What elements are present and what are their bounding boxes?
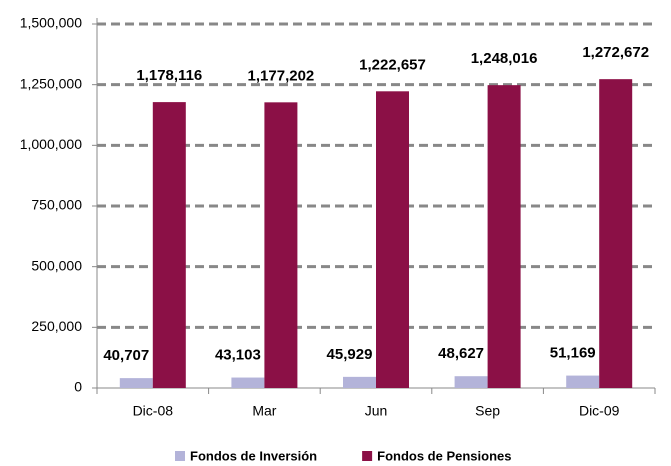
data-label: 1,272,672	[582, 44, 649, 61]
x-tick-label: Dic-08	[133, 403, 174, 419]
x-tick-label: Sep	[475, 403, 500, 419]
data-label: 1,222,657	[359, 56, 426, 73]
data-label: 1,177,202	[248, 67, 315, 84]
bar	[599, 79, 633, 389]
x-tick-label: Mar	[252, 403, 276, 419]
data-label: 51,169	[550, 345, 596, 362]
data-label: 1,178,116	[136, 67, 202, 84]
y-tick-label: 500,000	[31, 257, 82, 273]
y-tick-label: 0	[74, 379, 82, 395]
bar	[264, 102, 298, 389]
bar	[566, 375, 600, 388]
bar	[343, 376, 376, 388]
legend-swatch	[362, 451, 373, 461]
data-label: 1,248,016	[471, 50, 538, 67]
legend-label: Fondos de Inversión	[190, 448, 317, 463]
y-tick-label: 1,250,000	[20, 75, 82, 91]
y-tick-label: 250,000	[31, 318, 82, 334]
legend-label: Fondos de Pensiones	[377, 448, 511, 463]
y-tick-label: 750,000	[31, 197, 82, 213]
bar	[231, 377, 265, 388]
x-tick-label: Jun	[365, 403, 388, 419]
bar	[487, 85, 521, 388]
y-tick-label: 1,500,000	[20, 15, 82, 31]
data-label: 43,103	[215, 347, 261, 364]
data-label: 48,627	[438, 345, 484, 362]
bar	[454, 376, 488, 388]
bar	[376, 91, 409, 388]
bar	[119, 378, 153, 388]
data-label: 40,707	[103, 347, 149, 364]
legend-swatch	[175, 451, 185, 461]
bar	[152, 102, 186, 388]
y-tick-label: 1,000,000	[20, 136, 82, 152]
data-label: 45,929	[327, 346, 373, 363]
x-tick-label: Dic-09	[579, 403, 620, 419]
